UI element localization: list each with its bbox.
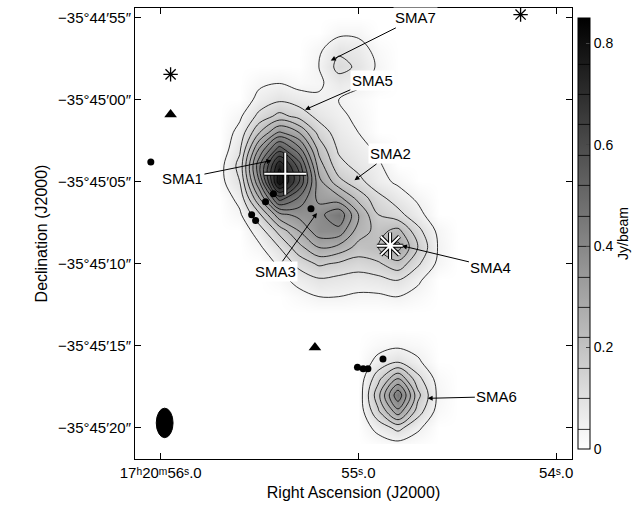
svg-text:−35°45′10″: −35°45′10″ — [58, 255, 132, 272]
svg-text:Right Ascension (J2000): Right Ascension (J2000) — [267, 484, 440, 501]
svg-text:0.4: 0.4 — [594, 238, 614, 254]
svg-text:17ʰ20ᵐ56ˢ.0: 17ʰ20ᵐ56ˢ.0 — [120, 464, 202, 481]
svg-text:SMA3: SMA3 — [255, 263, 296, 280]
svg-text:0.2: 0.2 — [594, 339, 614, 355]
svg-text:SMA7: SMA7 — [395, 9, 436, 26]
svg-text:SMA4: SMA4 — [470, 259, 511, 276]
svg-text:−35°45′00″: −35°45′00″ — [58, 91, 132, 108]
svg-text:SMA2: SMA2 — [370, 145, 411, 162]
svg-text:−35°44′55″: −35°44′55″ — [58, 9, 132, 26]
svg-text:0.6: 0.6 — [594, 137, 614, 153]
svg-text:Declination (J2000): Declination (J2000) — [33, 165, 50, 303]
svg-text:0.8: 0.8 — [594, 35, 614, 51]
svg-text:SMA1: SMA1 — [162, 170, 203, 187]
svg-text:0: 0 — [594, 441, 602, 457]
svg-text:SMA6: SMA6 — [476, 388, 517, 405]
svg-text:54ˢ.0: 54ˢ.0 — [539, 464, 573, 481]
svg-text:Jy/beam: Jy/beam — [615, 207, 631, 260]
svg-text:−35°45′15″: −35°45′15″ — [58, 337, 132, 354]
svg-text:−35°45′20″: −35°45′20″ — [58, 419, 132, 436]
svg-text:−35°45′05″: −35°45′05″ — [58, 173, 132, 190]
svg-text:SMA5: SMA5 — [352, 72, 393, 89]
svg-text:55ˢ.0: 55ˢ.0 — [341, 464, 375, 481]
